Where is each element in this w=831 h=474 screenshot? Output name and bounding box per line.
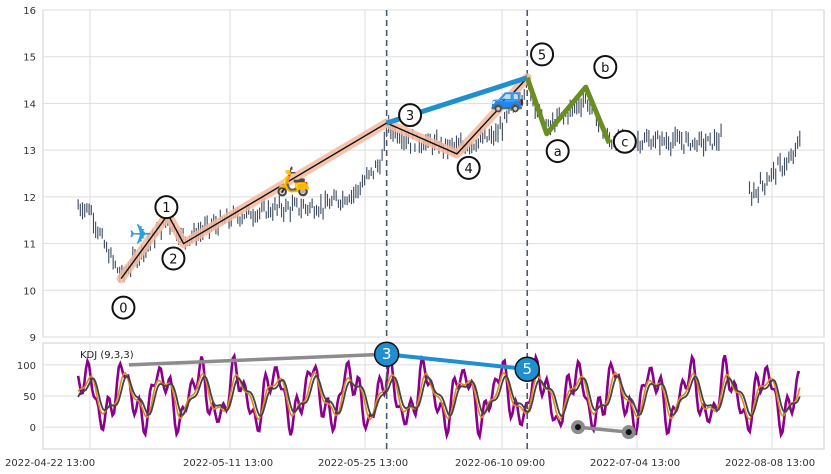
divergence-low-line (577, 425, 629, 434)
wave-label-3: 3 (406, 109, 414, 124)
car-icon: 🚙 (490, 80, 525, 113)
wave-label-circle (545, 139, 570, 164)
kdj-d-line (77, 374, 801, 418)
airplane-icon: ✈ (129, 218, 152, 251)
wave-label-5: 5 (538, 48, 546, 63)
price-y-tick-label: 14 (23, 99, 36, 110)
divergence-top-line (128, 352, 387, 367)
kdj-y-tick-label: 0 (30, 423, 36, 434)
divergence-low-core (625, 429, 632, 436)
kdj-vertical-markers (385, 343, 529, 449)
peak-connector (386, 352, 528, 372)
vertical-markers (385, 10, 529, 337)
kdj-y-ticks: 0 50 100 (17, 361, 36, 434)
scooter-icon: 🛵 (275, 165, 310, 198)
peak-label-5: 5 (522, 360, 532, 378)
price-y-tick-label: 16 (23, 6, 36, 17)
x-tick-label: 2022-05-25 13:00 (318, 458, 408, 469)
price-y-tick-label: 9 (30, 333, 36, 344)
wave-label-c: c (621, 136, 628, 151)
kdj-peak-labels: 35 (373, 341, 540, 382)
x-tick-labels: 2022-04-22 13:00 2022-05-11 13:00 2022-05-… (5, 458, 815, 469)
price-y-tick-label: 13 (23, 146, 36, 157)
wave-label-circle (593, 54, 618, 79)
wave-label-b: b (601, 61, 609, 76)
kdj-title: KDJ (9,3,3) (80, 350, 134, 361)
price-y-tick-label: 10 (23, 286, 36, 297)
impulse-line (120, 77, 528, 280)
wave-label-circle (154, 195, 179, 220)
correction-line (524, 76, 612, 145)
wave-label-circle (398, 103, 423, 128)
vehicle-icons: ✈ 🛵 🚙 (129, 80, 525, 251)
kdj-j-line (76, 352, 800, 441)
divergence-low-core (574, 424, 581, 431)
price-y-tick-label: 11 (23, 240, 36, 251)
kdj-y-tick-label: 100 (17, 361, 36, 372)
wave-label-circle (456, 155, 481, 180)
wave-label-0: 0 (119, 302, 127, 317)
peak-label-3: 3 (382, 345, 392, 363)
kdj-lines (76, 352, 801, 441)
wave-labels: 0 1 2 3 4 5 a b c (111, 42, 637, 320)
wave-label-circle (161, 246, 186, 271)
x-tick-label: 2022-06-10 09:00 (455, 458, 545, 469)
price-y-tick-label: 12 (23, 193, 36, 204)
peak-circle (373, 341, 400, 367)
price-y-ticks: 9 10 11 12 13 14 15 16 (23, 6, 36, 344)
wave-label-4: 4 (465, 162, 473, 177)
x-tick-label: 2022-04-22 13:00 (5, 458, 95, 469)
kdj-k-line (77, 371, 801, 421)
x-tick-label: 2022-07-04 13:00 (590, 458, 680, 469)
x-tick-label: 2022-05-11 13:00 (183, 458, 273, 469)
price-y-tick-label: 15 (23, 53, 36, 64)
kdj-divergence (128, 352, 636, 440)
wave-label-1: 1 (162, 201, 170, 216)
wave-label-a: a (554, 145, 562, 160)
x-tick-label: 2022-08-08 13:00 (725, 458, 815, 469)
wave-label-2: 2 (169, 253, 177, 268)
kdj-y-tick-label: 50 (23, 392, 36, 403)
price-plot-area (42, 9, 825, 338)
wave-label-circle (612, 129, 637, 154)
peak-circle (514, 356, 540, 382)
wave-label-circle (111, 295, 136, 320)
price-grid (43, 9, 824, 338)
wave-label-circle (530, 42, 555, 67)
